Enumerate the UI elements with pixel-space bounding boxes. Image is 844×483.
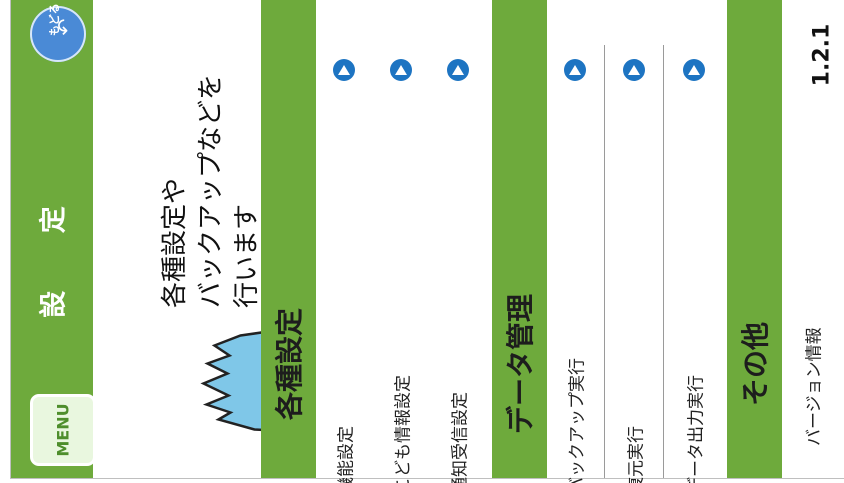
version-label: バージョン情報 [804, 327, 825, 446]
menu-button-label: MENU [53, 403, 73, 457]
chevron-icon [333, 59, 355, 81]
intro-panel: 各種設定や バックアップなどを 行います [93, 0, 339, 478]
section-data-header: データ管理 [492, 0, 547, 478]
data-export-label: データ出力実行 [686, 375, 707, 483]
backup-item[interactable]: バックアップ実行 [547, 45, 605, 483]
section-settings-header: 各種設定 [261, 0, 316, 478]
menu-button[interactable]: MENU [30, 394, 96, 466]
section-other-title: その他 [739, 321, 772, 407]
title-bar: ↶ もどる 設 定 MENU [11, 0, 96, 478]
chevron-icon [447, 59, 469, 81]
back-button[interactable]: ↶ もどる [30, 3, 86, 62]
chevron-icon [564, 59, 586, 81]
backup-label: バックアップ実行 [567, 358, 588, 483]
section-data-title: データ管理 [504, 293, 537, 435]
data-export-item[interactable]: データ出力実行 [666, 45, 723, 483]
chevron-icon [623, 59, 645, 81]
chevron-icon [683, 59, 705, 81]
restore-label: 復元実行 [626, 426, 647, 483]
child-info-settings-label: こども情報設定 [393, 375, 414, 483]
page-title: 設 定 [38, 182, 70, 318]
section-settings-title: 各種設定 [273, 307, 306, 421]
back-button-label: もどる [48, 3, 61, 36]
intro-text: 各種設定や バックアップなどを 行います [160, 73, 262, 308]
child-info-settings-item[interactable]: こども情報設定 [373, 45, 431, 483]
version-value: 1.2.1 [809, 23, 835, 87]
restore-item[interactable]: 復元実行 [606, 45, 664, 483]
feature-settings-label: 機能設定 [336, 426, 357, 483]
section-other-header: その他 [727, 0, 782, 478]
feature-settings-item[interactable]: 機能設定 [316, 45, 374, 483]
notification-settings-item[interactable]: 通知受信設定 [430, 45, 487, 483]
chevron-icon [390, 59, 412, 81]
notification-settings-label: 通知受信設定 [450, 392, 471, 483]
